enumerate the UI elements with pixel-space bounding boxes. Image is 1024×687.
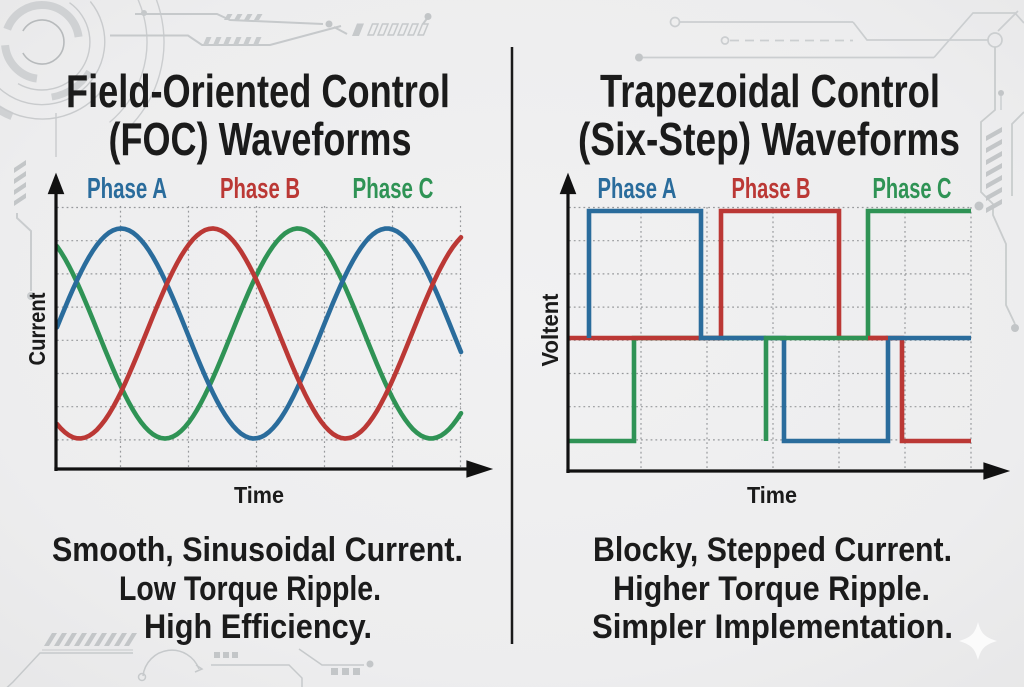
svg-text:Phase C: Phase C bbox=[873, 173, 952, 205]
svg-text:Voltent: Voltent bbox=[537, 293, 563, 366]
svg-text:Phase A: Phase A bbox=[598, 173, 677, 205]
svg-text:Phase B: Phase B bbox=[220, 173, 300, 205]
svg-text:Phase B: Phase B bbox=[732, 173, 811, 205]
svg-text:Higher Torque Ripple.: Higher Torque Ripple. bbox=[613, 570, 930, 608]
svg-text:Time: Time bbox=[234, 482, 284, 508]
svg-text:Phase A: Phase A bbox=[87, 173, 167, 205]
svg-text:Low Torque Ripple.: Low Torque Ripple. bbox=[119, 570, 381, 608]
svg-text:Smooth, Sinusoidal Current.: Smooth, Sinusoidal Current. bbox=[52, 531, 463, 569]
svg-text:Current: Current bbox=[24, 292, 50, 365]
svg-text:(Six-Step) Waveforms: (Six-Step) Waveforms bbox=[578, 113, 960, 165]
svg-text:(FOC) Waveforms: (FOC) Waveforms bbox=[109, 113, 412, 165]
svg-text:Phase C: Phase C bbox=[353, 173, 434, 205]
svg-text:Blocky, Stepped Current.: Blocky, Stepped Current. bbox=[593, 531, 952, 569]
svg-text:High Efficiency.: High Efficiency. bbox=[144, 608, 372, 646]
svg-text:Trapezoidal Control: Trapezoidal Control bbox=[600, 65, 940, 117]
svg-text:Simpler Implementation.: Simpler Implementation. bbox=[592, 608, 953, 646]
svg-text:Field-Oriented Control: Field-Oriented Control bbox=[66, 65, 450, 117]
svg-text:Time: Time bbox=[747, 482, 797, 508]
